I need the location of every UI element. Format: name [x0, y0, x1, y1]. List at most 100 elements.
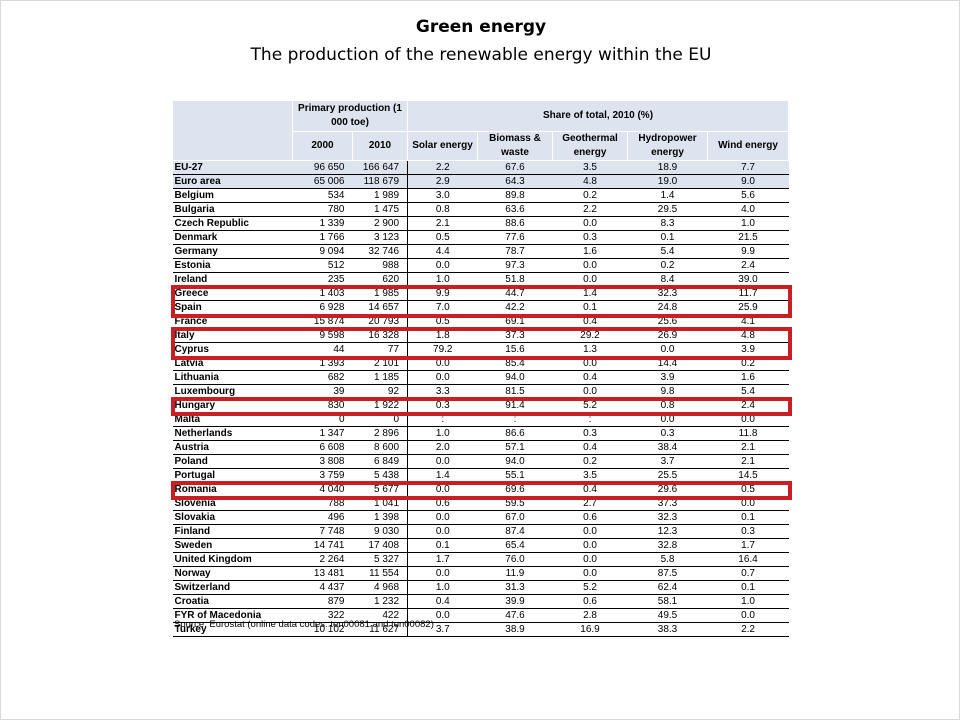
- share-cell: 25.6: [627, 314, 708, 329]
- share-cell: 0.0: [407, 454, 478, 469]
- country-cell: Italy: [172, 328, 293, 343]
- table-row: United Kingdom 2 264 5 327 1.7 76.0 0.0 5.8 16.…: [172, 552, 789, 567]
- share-cell: 39.9: [477, 594, 553, 609]
- country-cell: Finland: [172, 524, 293, 539]
- table-row: France 15 874 20 793 0.5 69.1 0.4 25.6 4.1: [172, 314, 789, 329]
- production-cell: 496: [292, 510, 353, 525]
- country-cell: Luxembourg: [172, 384, 293, 399]
- year-2010-header: 2010: [351, 131, 409, 161]
- share-cell: 0.1: [707, 510, 789, 525]
- table-row: Latvia 1 393 2 101 0.0 85.4 0.0 14.4 0.2: [172, 356, 789, 371]
- table-row: Finland 7 748 9 030 0.0 87.4 0.0 12.3 0.3: [172, 524, 789, 539]
- share-cell: 1.6: [552, 244, 628, 259]
- share-cell: 85.4: [477, 356, 553, 371]
- share-cell: 87.4: [477, 524, 553, 539]
- table-row: Romania 4 040 5 677 0.0 69.6 0.4 29.6 0.5: [172, 482, 789, 497]
- share-cell: 0.0: [552, 384, 628, 399]
- share-cell: 9.9: [407, 286, 478, 301]
- share-cell: 0.0: [552, 272, 628, 287]
- hydropower-header: Hydropower energy: [627, 131, 709, 161]
- year-2000-header: 2000: [292, 131, 353, 161]
- primary-production-header: Primary production (1 000 toe): [291, 100, 409, 132]
- country-cell: Spain: [172, 300, 293, 315]
- share-cell: 1.6: [707, 370, 789, 385]
- share-cell: 11.9: [477, 566, 553, 581]
- share-cell: 0.1: [707, 580, 789, 595]
- share-cell: 0.3: [552, 426, 628, 441]
- table-row: Croatia 879 1 232 0.4 39.9 0.6 58.1 1.0: [172, 594, 789, 609]
- table-row: Germany 9 094 32 746 4.4 78.7 1.6 5.4 9.9: [172, 244, 789, 259]
- slide-subtitle: The production of the renewable energy w…: [250, 45, 712, 65]
- share-cell: 0.4: [407, 594, 478, 609]
- production-cell: 1 403: [292, 286, 353, 301]
- table-row: Luxembourg 39 92 3.3 81.5 0.0 9.8 5.4: [172, 384, 789, 399]
- share-cell: 25.5: [627, 468, 708, 483]
- share-cell: 0.0: [627, 412, 708, 427]
- share-cell: 67.0: [477, 510, 553, 525]
- production-cell: 682: [292, 370, 353, 385]
- production-cell: 13 481: [292, 566, 353, 581]
- share-cell: 4.1: [707, 314, 789, 329]
- production-cell: 2 896: [352, 426, 409, 441]
- share-cell: 0.0: [407, 258, 478, 273]
- share-cell: 0.7: [707, 566, 789, 581]
- geothermal-header: Geothermal energy: [552, 131, 629, 161]
- slide-title: Green energy: [415, 17, 547, 37]
- share-cell: 5.6: [707, 188, 789, 203]
- table-row: Estonia 512 988 0.0 97.3 0.0 0.2 2.4: [172, 258, 789, 273]
- production-cell: 3 808: [292, 454, 353, 469]
- production-cell: 6 608: [292, 440, 353, 455]
- country-cell: Ireland: [172, 272, 293, 287]
- share-cell: 0.3: [627, 426, 708, 441]
- share-cell: 67.6: [477, 160, 553, 175]
- share-cell: 12.3: [627, 524, 708, 539]
- production-cell: 9 030: [352, 524, 409, 539]
- production-cell: 1 393: [292, 356, 353, 371]
- country-cell: Turkey: [172, 622, 293, 637]
- share-cell: 0.3: [707, 524, 789, 539]
- share-cell: 0.6: [552, 594, 628, 609]
- source-note: Source: Eurostat (online data codes: ten…: [174, 619, 434, 630]
- country-cell: France: [172, 314, 293, 329]
- share-cell: 69.6: [477, 482, 553, 497]
- production-cell: 6 928: [292, 300, 353, 315]
- share-cell: 0.4: [552, 370, 628, 385]
- share-cell: 2.7: [552, 496, 628, 511]
- production-cell: 2 900: [352, 216, 409, 231]
- table-row: Cyprus 44 77 79.2 15.6 1.3 0.0 3.9: [172, 342, 789, 357]
- share-cell: 47.6: [477, 608, 553, 623]
- share-cell: 0.0: [552, 524, 628, 539]
- energy-table: Primary production (1 000 toe) Share of …: [172, 100, 790, 637]
- share-cell: 2.4: [707, 398, 789, 413]
- share-cell: 29.5: [627, 202, 708, 217]
- table-row: FYR of Macedonia 322 422 0.0 47.6 2.8 49.5 0.0: [172, 608, 789, 623]
- share-cell: 37.3: [627, 496, 708, 511]
- table-row: Greece 1 403 1 985 9.9 44.7 1.4 32.3 11.7: [172, 286, 789, 301]
- share-cell: 1.0: [407, 580, 478, 595]
- share-cell: 87.5: [627, 566, 708, 581]
- production-cell: 92: [352, 384, 409, 399]
- share-cell: 97.3: [477, 258, 553, 273]
- share-cell: 9.9: [707, 244, 789, 259]
- production-cell: 1 398: [352, 510, 409, 525]
- share-cell: 0.1: [627, 230, 708, 245]
- country-cell: Sweden: [172, 538, 293, 553]
- share-cell: 78.7: [477, 244, 553, 259]
- share-cell: 0.0: [407, 370, 478, 385]
- country-cell: Latvia: [172, 356, 293, 371]
- share-cell: 55.1: [477, 468, 553, 483]
- share-cell: 2.9: [407, 174, 478, 189]
- production-cell: 6 849: [352, 454, 409, 469]
- share-cell: 1.0: [407, 426, 478, 441]
- production-cell: 1 339: [292, 216, 353, 231]
- share-cell: 37.3: [477, 328, 553, 343]
- country-cell: Romania: [172, 482, 293, 497]
- production-cell: 14 657: [352, 300, 409, 315]
- share-cell: 9.8: [627, 384, 708, 399]
- share-cell: 5.2: [552, 580, 628, 595]
- table-row: Italy 9 598 16 328 1.8 37.3 29.2 26.9 4.8: [172, 328, 789, 343]
- share-cell: 1.4: [627, 188, 708, 203]
- share-cell: 5.4: [707, 384, 789, 399]
- share-cell: 2.2: [552, 202, 628, 217]
- share-cell: 89.8: [477, 188, 553, 203]
